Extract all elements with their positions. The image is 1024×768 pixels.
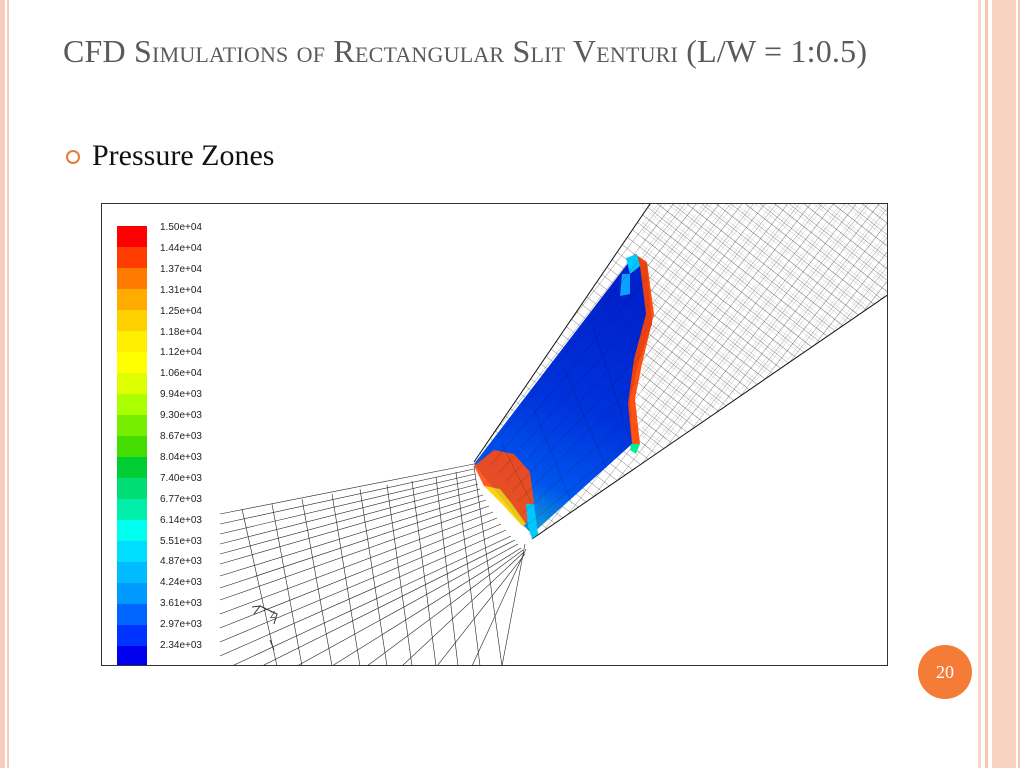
- left-frame-border: [0, 0, 9, 768]
- pressure-contour: [474, 254, 654, 539]
- legend-value-label: 7.40e+03: [160, 472, 202, 484]
- legend-swatch: [117, 331, 147, 352]
- legend-swatch: [117, 226, 147, 247]
- legend-value-label: 1.25e+04: [160, 305, 202, 317]
- legend-swatch: [117, 478, 147, 499]
- legend-swatch: [117, 604, 147, 625]
- slide-title: CFD Simulations of Rectangular Slit Vent…: [63, 33, 868, 69]
- legend-value-label: 1.18e+04: [160, 326, 202, 338]
- legend-swatch: [117, 646, 147, 665]
- contour-mesh-overlay: [481, 255, 649, 527]
- cfd-contour-plot: Z: [117, 204, 887, 665]
- legend-value-label: 9.30e+03: [160, 410, 202, 422]
- legend-value-label: 6.14e+03: [160, 514, 202, 526]
- legend-swatch: [117, 499, 147, 520]
- legend-value-label: 8.67e+03: [160, 431, 202, 442]
- legend-swatch: [117, 247, 147, 268]
- legend-value-label: 4.87e+03: [160, 556, 202, 568]
- legend-swatch: [117, 415, 147, 436]
- legend-swatch: [117, 310, 147, 331]
- legend-value-label: 2.34e+03: [160, 640, 202, 651]
- legend-swatch: [117, 562, 147, 583]
- legend-value-label: 1.50e+04: [160, 222, 202, 233]
- legend-value-label: 1.44e+04: [160, 242, 202, 254]
- legend-swatch: [117, 625, 147, 646]
- legend-value-label: 9.94e+03: [160, 389, 202, 401]
- legend-swatch: [117, 352, 147, 373]
- legend-value-label: 1.31e+04: [160, 284, 202, 296]
- right-frame-border: [978, 0, 1024, 768]
- inlet-mesh: [219, 463, 527, 665]
- legend-swatch: [117, 394, 147, 415]
- bullet-text: Pressure Zones: [92, 139, 275, 172]
- legend-value-label: 8.04e+03: [160, 451, 202, 463]
- legend-swatch: [117, 583, 147, 604]
- legend-swatch: [117, 541, 147, 562]
- legend-swatch: [117, 457, 147, 478]
- axes-triad-icon: [251, 605, 278, 651]
- legend-swatch: [117, 373, 147, 394]
- legend-value-label: 3.61e+03: [160, 598, 202, 610]
- legend-colorbar: [117, 226, 147, 665]
- legend-value-label: 1.12e+04: [160, 347, 202, 359]
- axes-z-label: Z: [270, 610, 276, 620]
- legend-value-label: 1.06e+04: [160, 368, 202, 380]
- legend-value-label: 5.51e+03: [160, 535, 202, 547]
- legend-value-label: 6.77e+03: [160, 493, 202, 505]
- bullet-circle-icon: [66, 150, 80, 164]
- legend-swatch: [117, 268, 147, 289]
- legend-value-label: 4.24e+03: [160, 577, 202, 589]
- legend-swatch: [117, 289, 147, 310]
- legend-swatch: [117, 520, 147, 541]
- legend-value-label: 1.37e+04: [160, 263, 202, 275]
- legend-value-label: 2.97e+03: [160, 619, 202, 631]
- page-number-badge: 20: [918, 645, 972, 699]
- cfd-pressure-contour-figure: Z 1.50e+04 1.44e+04 1.37e+04 1.31e+04 1.25e+…: [101, 203, 888, 666]
- legend-swatch: [117, 436, 147, 457]
